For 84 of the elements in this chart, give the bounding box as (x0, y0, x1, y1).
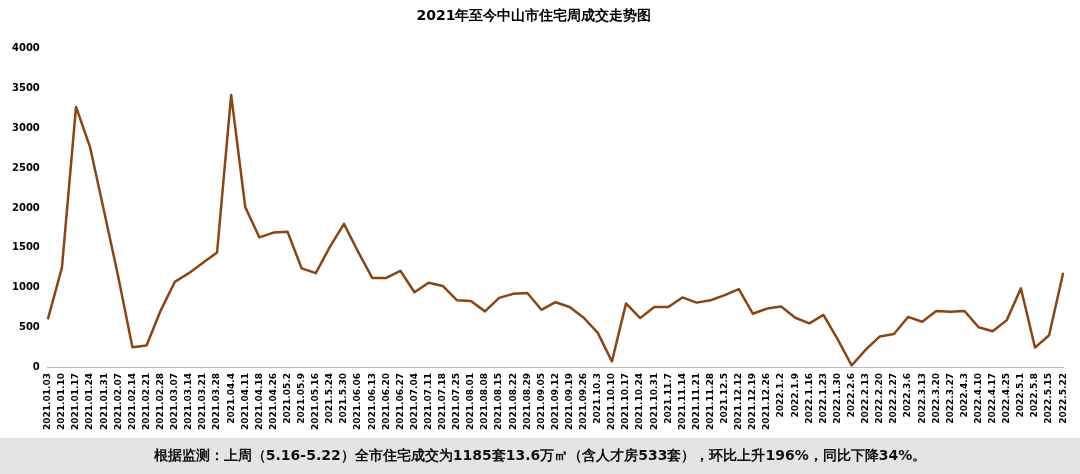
x-tick-label: 2021.04.26 (267, 373, 278, 430)
x-tick-label: 2021.02.14 (126, 373, 137, 430)
x-tick-label: 2021.09.12 (549, 373, 560, 430)
x-tick-label: 2022.1.23 (817, 373, 828, 424)
x-tick-label: 2021.10.31 (648, 373, 659, 430)
x-tick-label: 2021.06.20 (380, 373, 391, 430)
x-tick-label: 2021.07.11 (422, 373, 433, 430)
x-tick-label: 2021.12.5 (719, 373, 730, 424)
x-tick-label: 2022.1.9 (789, 373, 800, 418)
x-tick-label: 2022.3.13 (916, 373, 927, 424)
x-tick-label: 2022.3.27 (944, 373, 955, 424)
x-tick-label: 2021.05.16 (310, 373, 321, 430)
x-tick-label: 2021.09.05 (535, 373, 546, 430)
y-tick-label: 1500 (11, 241, 40, 253)
x-tick-label: 2021.03.14 (183, 373, 194, 430)
x-tick-label: 2021.5.30 (338, 373, 349, 424)
x-tick-label: 2021.12.26 (761, 373, 772, 430)
x-tick-label: 2021.11.7 (662, 373, 673, 424)
x-tick-label: 2021.04.18 (253, 373, 264, 430)
x-tick-label: 2021.12.12 (733, 373, 744, 430)
x-tick-label: 2021.5.24 (324, 373, 335, 424)
x-tick-label: 2021.01.24 (84, 373, 95, 430)
x-tick-label: 2021.02.28 (154, 373, 165, 430)
x-tick-label: 2021.02.07 (112, 373, 123, 430)
x-tick-label: 2021.04.4 (225, 373, 236, 424)
x-tick-label: 2021.01.31 (98, 373, 109, 430)
chart-title: 2021年至今中山市住宅周成交走势图 (416, 7, 652, 24)
x-tick-label: 2022.5.22 (1057, 373, 1068, 424)
x-tick-label: 2022.1.2 (775, 373, 786, 418)
x-tick-label: 2021.06.27 (394, 373, 405, 430)
x-tick-label: 2022.3.6 (902, 373, 913, 418)
x-tick-label: 2021.03.07 (169, 373, 180, 430)
x-tick-label: 2021.10.17 (620, 373, 631, 430)
y-tick-label: 3500 (11, 82, 40, 94)
x-tick-label: 2022.3.20 (930, 373, 941, 424)
y-tick-label: 2000 (11, 201, 40, 213)
x-tick-label: 2021.05.2 (281, 373, 292, 424)
x-tick-label: 2021.03.28 (211, 373, 222, 430)
x-tick-label: 2021.04.11 (239, 373, 250, 430)
y-tick-label: 2500 (11, 161, 40, 173)
x-tick-label: 2021.01.10 (56, 373, 67, 430)
x-tick-label: 2022.1.30 (831, 373, 842, 424)
x-tick-label: 2021.11.14 (676, 373, 687, 430)
x-tick-label: 2021.01.03 (42, 373, 53, 430)
x-tick-label: 2021.12.19 (747, 373, 758, 430)
x-tick-label: 2021.06.13 (366, 373, 377, 430)
y-tick-label: 500 (18, 320, 40, 332)
x-tick-label: 2021.10.3 (592, 373, 603, 424)
x-tick-label: 2022.4.17 (987, 373, 998, 424)
x-tick-label: 2021.10.24 (634, 373, 645, 430)
x-tick-label: 2021.08.08 (479, 373, 490, 430)
x-tick-label: 2021.01.17 (70, 373, 81, 430)
x-tick-label: 2021.09.26 (578, 373, 589, 430)
x-tick-label: 2021.11.21 (690, 373, 701, 430)
x-tick-label: 2021.08.29 (521, 373, 532, 430)
x-tick-label: 2022.2.13 (860, 373, 871, 424)
x-tick-label: 2022.4.25 (1001, 373, 1012, 424)
x-tick-label: 2021.08.01 (465, 373, 476, 430)
x-tick-label: 2021.08.22 (507, 373, 518, 430)
x-tick-label: 2022.1.16 (803, 373, 814, 424)
x-tick-label: 2021.11.28 (704, 373, 715, 430)
x-tick-label: 2022.4.10 (972, 373, 983, 424)
x-tick-label: 2022.2.20 (874, 373, 885, 424)
x-tick-label: 2021.07.04 (408, 373, 419, 430)
x-tick-label: 2021.06.06 (352, 373, 363, 430)
x-tick-label: 2022.5.1 (1015, 373, 1026, 418)
text: 根据监测：上周（5.16-5.22）全市住宅成交为1185套13.6万㎡（含人才房533套），环比上升196%，同比下降34%。 (0, 438, 1080, 474)
y-tick-label: 0 (32, 360, 40, 372)
x-tick-label: 2022.4.3 (958, 373, 969, 418)
x-tick-label: 2021.08.15 (493, 373, 504, 430)
x-tick-label: 2022.5.15 (1043, 373, 1054, 424)
x-tick-label: 2021.02.21 (140, 373, 151, 430)
x-tick-label: 2021.07.18 (437, 373, 448, 430)
x-tick-label: 2021.09.19 (563, 373, 574, 430)
x-tick-label: 2021.05.9 (296, 373, 307, 424)
x-tick-label: 2022.2.6 (846, 373, 857, 418)
x-tick-label: 2022.5.8 (1029, 373, 1040, 418)
x-tick-label: 2021.10.10 (606, 373, 617, 430)
y-tick-label: 4000 (11, 42, 40, 54)
x-tick-label: 2022.2.27 (888, 373, 899, 424)
x-tick-label: 2021.07.25 (451, 373, 462, 430)
x-tick-label: 2021.03.21 (197, 373, 208, 430)
y-tick-label: 1000 (11, 281, 40, 293)
y-tick-label: 3000 (11, 121, 40, 133)
